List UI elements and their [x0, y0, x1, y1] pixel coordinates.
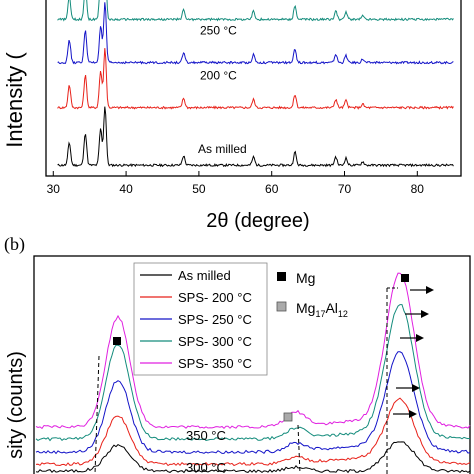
legend-label: SPS- 250 °C [178, 312, 252, 327]
series-line-0 [35, 441, 471, 474]
x-axis-ticks: 30 40 50 60 70 80 [47, 171, 425, 196]
mg-peak-marker [401, 274, 409, 282]
series-line-2 [57, 2, 454, 65]
mg17al12-marker-icon [276, 301, 287, 312]
x-tick-label: 80 [411, 182, 425, 196]
dashed-guide [94, 355, 100, 474]
series-group [57, 0, 454, 168]
series-line-3 [35, 304, 471, 442]
legend-label: SPS- 300 °C [178, 334, 252, 349]
series-line-1 [35, 397, 471, 467]
annotation-300c: 300 °C [186, 460, 226, 474]
y-axis-label: Intensity ( [2, 52, 27, 148]
x-tick-label: 50 [192, 182, 206, 196]
legend-label: As milled [178, 268, 231, 283]
x-tick-label: 60 [265, 182, 279, 196]
x-tick-label: 40 [119, 182, 133, 196]
shift-arrow-head [426, 286, 434, 294]
shift-arrow-head [421, 310, 429, 318]
series-group [35, 272, 471, 474]
x-tick-label: 70 [338, 182, 352, 196]
series-line-0 [57, 106, 454, 168]
series-label: 250 °C [200, 24, 237, 38]
plot-frame [33, 255, 471, 474]
panel-label: (b) [4, 234, 25, 255]
peak-markers [94, 274, 434, 474]
x-tick-label: 30 [47, 182, 61, 196]
legend-label: SPS- 350 °C [178, 356, 252, 371]
shift-arrow-head [412, 384, 420, 392]
phase-legend: Mg Mg17Al12 [276, 270, 348, 319]
mg-marker-icon [277, 272, 286, 281]
shift-arrow-head [409, 410, 417, 418]
legend: As milled SPS- 200 °C SPS- 250 °C SPS- 300 … [133, 262, 268, 376]
legend-frame [133, 262, 268, 376]
legend-label: SPS- 200 °C [178, 290, 252, 305]
annotation-350c: 350 °C [186, 428, 226, 443]
dashed-guide [297, 424, 301, 474]
series-line-1 [57, 48, 454, 110]
y-axis-label: sity (counts) [5, 351, 27, 459]
series-line-3 [57, 0, 454, 22]
x-axis-label: 2θ (degree) [206, 210, 309, 232]
series-label: 200 °C [200, 69, 237, 83]
phase-legend-mg: Mg [296, 270, 315, 286]
plot-frame [45, 0, 462, 177]
series-line-4 [35, 272, 471, 430]
mg17al12-peak-marker [283, 412, 293, 422]
series-label: As milled [198, 142, 247, 156]
mg-peak-marker [113, 337, 121, 345]
shift-arrow-head [416, 334, 424, 342]
phase-legend-mg17al12: Mg17Al12 [296, 300, 348, 319]
legend-items: As milled SPS- 200 °C SPS- 250 °C SPS- 300 … [140, 268, 252, 371]
series-line-2 [35, 351, 471, 455]
xrd-chart-b: (b) sity (counts) As milled SPS- 200 °C SP… [4, 234, 471, 474]
